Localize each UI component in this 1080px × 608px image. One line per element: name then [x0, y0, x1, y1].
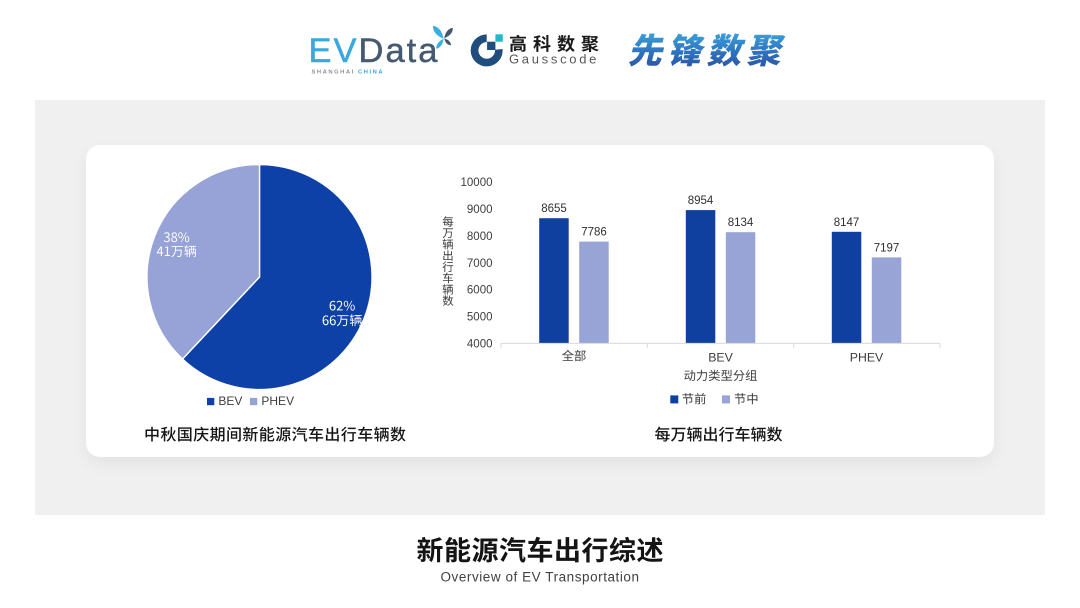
- svg-text:7197: 7197: [874, 242, 900, 254]
- svg-text:BEV: BEV: [708, 351, 733, 365]
- svg-text:8147: 8147: [834, 217, 860, 229]
- svg-text:9000: 9000: [467, 204, 493, 216]
- svg-text:8954: 8954: [688, 195, 714, 207]
- svg-text:8655: 8655: [541, 203, 567, 215]
- svg-text:Overview of EV Transportation: Overview of EV Transportation: [440, 570, 639, 585]
- svg-text:7786: 7786: [581, 227, 607, 239]
- svg-text:BEV: BEV: [218, 394, 242, 408]
- svg-text:8000: 8000: [467, 231, 493, 243]
- svg-text:EVData: EVData: [309, 32, 440, 70]
- svg-text:PHEV: PHEV: [261, 394, 294, 408]
- svg-text:Gausscode: Gausscode: [509, 51, 599, 66]
- svg-text:SHANGHAI CHINA: SHANGHAI CHINA: [312, 70, 385, 76]
- svg-text:10000: 10000: [461, 177, 493, 189]
- svg-text:5000: 5000: [467, 312, 493, 324]
- svg-text:7000: 7000: [467, 258, 493, 270]
- svg-text:4000: 4000: [467, 339, 493, 351]
- svg-text:PHEV: PHEV: [850, 351, 884, 365]
- svg-text:6000: 6000: [467, 285, 493, 297]
- svg-text:8134: 8134: [728, 217, 754, 229]
